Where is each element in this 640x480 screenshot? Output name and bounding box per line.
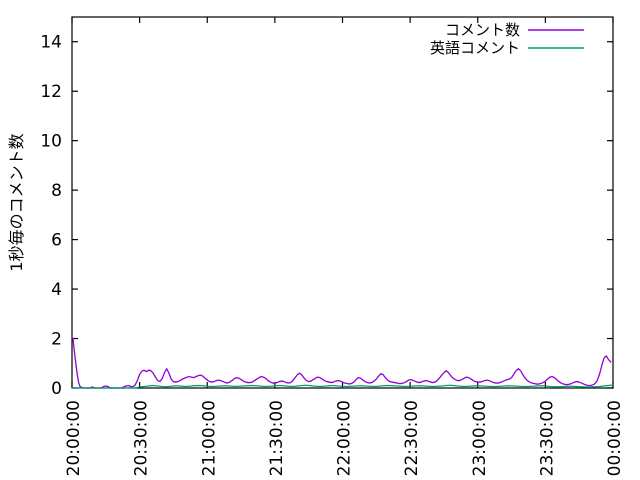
y-tick-label: 8 bbox=[51, 181, 62, 201]
y-tick-label: 6 bbox=[51, 231, 62, 251]
x-tick-label: 20:30:00 bbox=[132, 400, 152, 476]
y-tick-label: 0 bbox=[51, 379, 62, 399]
y-axis-ticks: 0 2 4 6 8 10 12 14 bbox=[40, 33, 613, 399]
data-series-group bbox=[71, 336, 614, 389]
x-tick-label: 22:30:00 bbox=[402, 400, 422, 476]
y-tick-label: 14 bbox=[40, 33, 62, 53]
y-tick-label: 10 bbox=[40, 132, 62, 152]
series-line-2 bbox=[71, 384, 614, 389]
legend-label-2: 英語コメント bbox=[430, 39, 520, 57]
x-tick-label: 23:30:00 bbox=[537, 400, 557, 476]
series-line-1 bbox=[71, 336, 612, 389]
x-tick-label: 20:00:00 bbox=[64, 400, 84, 476]
y-tick-label: 12 bbox=[40, 82, 62, 102]
y-axis-title: 1秒毎のコメント数 bbox=[7, 133, 26, 271]
x-tick-label: 21:00:00 bbox=[199, 400, 219, 476]
x-axis-ticks: 20:00:00 20:30:00 21:00:00 21:30:00 22:00:00… bbox=[64, 17, 625, 476]
x-tick-label: 22:00:00 bbox=[335, 400, 355, 476]
plot-border bbox=[71, 16, 614, 389]
x-tick-label: 21:30:00 bbox=[267, 400, 287, 476]
y-tick-label: 4 bbox=[51, 280, 62, 300]
y-tick-label: 2 bbox=[51, 330, 62, 350]
legend-label-1: コメント数 bbox=[445, 21, 520, 39]
x-tick-label: 23:00:00 bbox=[470, 400, 490, 476]
plot-frame bbox=[71, 16, 614, 389]
y-axis-title-text: 1秒毎のコメント数 bbox=[7, 133, 26, 271]
x-tick-label: 00:00:00 bbox=[605, 400, 625, 476]
